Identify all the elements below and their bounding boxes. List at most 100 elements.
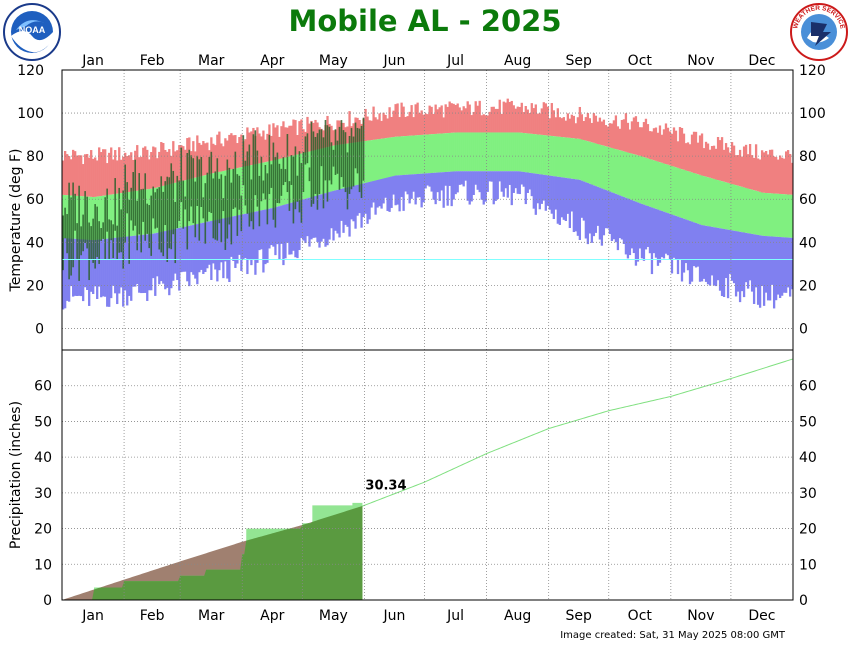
- record-low-bar: [450, 171, 453, 207]
- normal-range-bar: [552, 136, 555, 177]
- record-low-bar: [754, 234, 758, 288]
- observed-day-bar: [244, 160, 247, 206]
- normal-range-bar: [546, 135, 549, 176]
- record-low-bar: [476, 171, 479, 190]
- record-high-bar: [764, 150, 768, 193]
- record-high-bar: [262, 130, 265, 163]
- record-low-bar: [774, 236, 778, 301]
- record-low-bar: [248, 212, 251, 261]
- record-low-bar: [210, 220, 213, 281]
- record-low-bar: [122, 236, 125, 307]
- record-high-bar: [380, 120, 383, 139]
- record-low-bar: [612, 193, 616, 240]
- record-high-bar: [498, 99, 501, 133]
- normal-range-bar: [624, 151, 628, 198]
- normal-range-bar: [76, 195, 79, 239]
- normal-range-bar: [92, 197, 95, 241]
- record-high-bar: [642, 122, 646, 158]
- normal-range-bar: [612, 148, 616, 194]
- normal-range-bar: [522, 132, 525, 172]
- record-high-bar: [182, 146, 185, 181]
- observed-day-bar: [96, 206, 98, 257]
- observed-day-bar: [238, 175, 241, 210]
- record-low-bar: [790, 237, 794, 290]
- normal-range-bar: [502, 132, 505, 172]
- record-high-bar: [394, 104, 397, 137]
- record-low-bar: [340, 188, 343, 221]
- normal-range-bar: [450, 132, 453, 172]
- record-low-bar: [188, 225, 191, 287]
- normal-range-bar: [588, 141, 592, 184]
- record-low-bar: [638, 203, 642, 249]
- record-low-bar: [436, 172, 439, 193]
- record-high-bar: [184, 149, 187, 181]
- record-low-bar: [728, 230, 732, 274]
- normal-range-bar: [492, 132, 495, 172]
- record-low-bar: [482, 171, 485, 205]
- record-low-bar: [472, 171, 475, 195]
- record-high-bar: [490, 106, 493, 133]
- observed-day-bar: [228, 167, 231, 225]
- normal-range-bar: [500, 132, 503, 172]
- observed-day-bar: [276, 152, 279, 204]
- normal-range-bar: [420, 134, 423, 174]
- record-high-bar: [368, 120, 371, 141]
- record-high-bar: [396, 103, 399, 137]
- month-label-top: Oct: [628, 53, 653, 69]
- record-high-bar: [726, 147, 730, 183]
- record-low-bar: [740, 232, 744, 292]
- record-low-bar: [388, 177, 391, 212]
- observed-day-bar: [208, 156, 211, 212]
- record-high-bar: [332, 130, 335, 146]
- record-low-bar: [306, 198, 309, 237]
- observed-day-bar: [94, 204, 96, 269]
- record-low-bar: [610, 192, 614, 241]
- record-low-bar: [508, 171, 511, 185]
- record-low-bar: [310, 197, 313, 240]
- normal-range-bar: [762, 192, 766, 236]
- record-high-bar: [308, 123, 311, 152]
- record-low-bar: [110, 238, 113, 299]
- record-low-bar: [584, 182, 588, 239]
- normal-range-bar: [514, 132, 517, 172]
- record-high-bar: [172, 141, 175, 184]
- record-high-bar: [292, 119, 295, 156]
- record-low-bar: [786, 237, 790, 288]
- observed-day-bar: [360, 125, 363, 198]
- record-high-bar: [622, 119, 626, 152]
- normal-range-bar: [540, 134, 543, 175]
- record-low-bar: [470, 171, 473, 202]
- normal-range-bar: [556, 136, 559, 177]
- record-low-bar: [232, 216, 235, 261]
- normal-range-bar: [636, 155, 640, 203]
- normal-range-bar: [490, 132, 493, 172]
- normal-range-bar: [440, 133, 443, 173]
- normal-range-bar: [790, 194, 794, 238]
- record-high-bar: [236, 143, 239, 169]
- observed-day-bar: [180, 147, 183, 203]
- month-label-bottom: Mar: [198, 608, 225, 624]
- record-high-bar: [228, 134, 231, 170]
- normal-range-bar: [568, 137, 571, 179]
- normal-range-bar: [658, 162, 662, 211]
- normal-range-bar: [480, 132, 483, 172]
- observed-day-bar: [254, 130, 257, 196]
- record-high-bar: [80, 155, 83, 197]
- normal-range-bar: [644, 157, 648, 206]
- temp-tick-label-right: 0: [799, 321, 808, 337]
- normal-range-bar: [652, 160, 656, 209]
- record-low-bar: [118, 237, 121, 294]
- normal-range-bar: [180, 181, 183, 228]
- observed-day-bar: [160, 176, 163, 253]
- observed-day-bar: [172, 170, 175, 235]
- observed-day-bar: [316, 133, 319, 210]
- record-high-bar: [302, 129, 305, 154]
- record-low-bar: [322, 193, 325, 239]
- normal-range-bar: [692, 172, 696, 223]
- record-low-bar: [434, 172, 437, 205]
- normal-range-bar: [622, 151, 626, 197]
- image-created-text: Image created: Sat, 31 May 2025 08:00 GM…: [560, 630, 785, 641]
- month-label-top: Mar: [198, 53, 225, 69]
- record-high-bar: [552, 110, 555, 137]
- record-low-bar: [302, 199, 305, 241]
